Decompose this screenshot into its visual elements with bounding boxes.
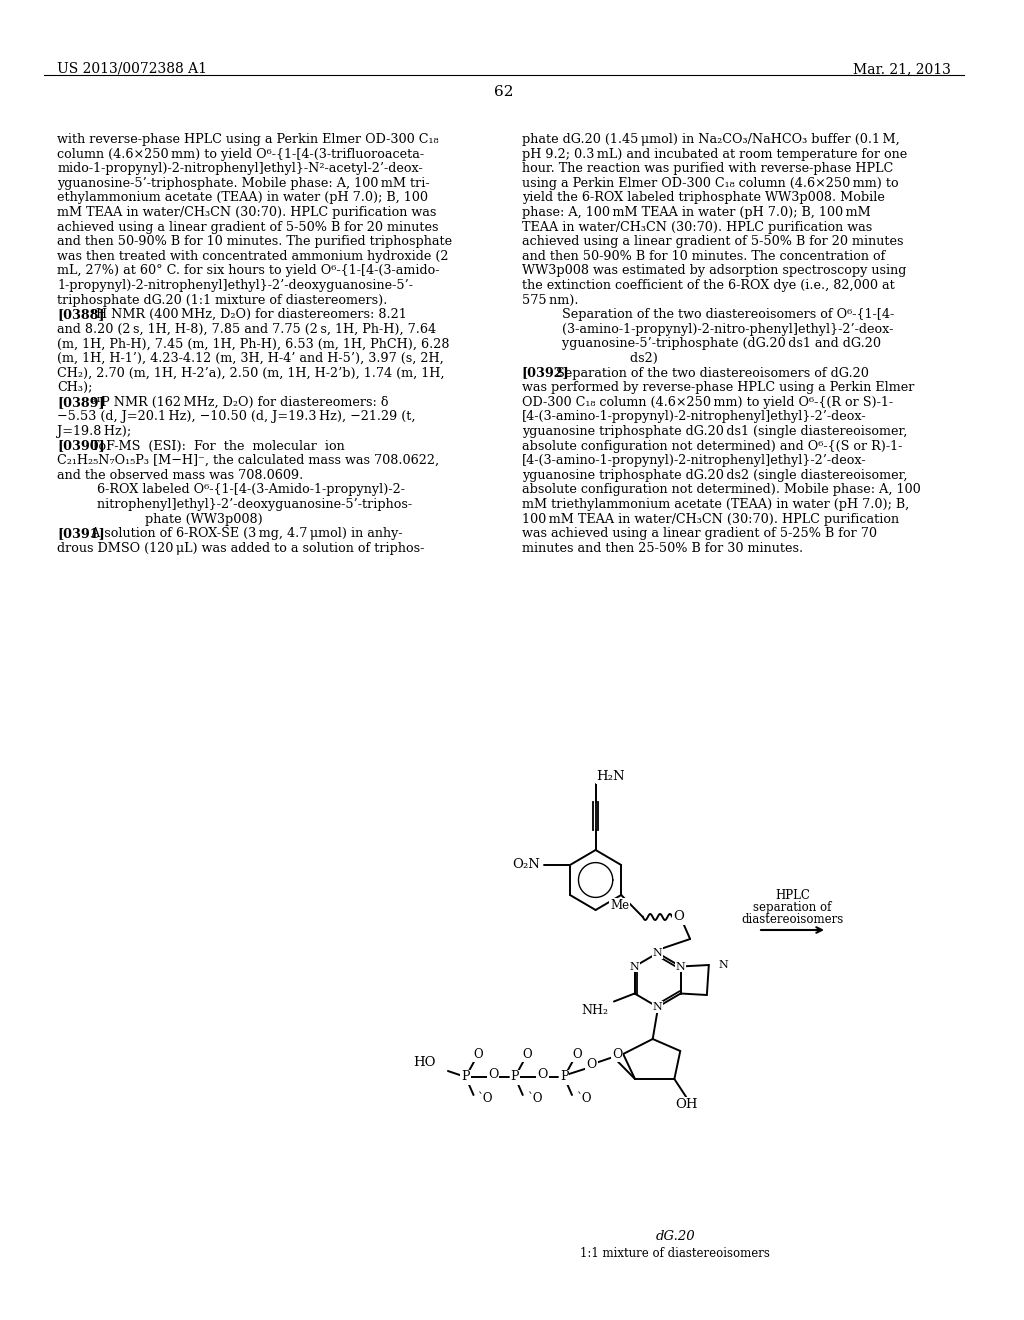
Text: O: O (538, 1068, 548, 1081)
Text: diastereoisomers: diastereoisomers (741, 913, 844, 927)
Text: ³¹P NMR (162 MHz, D₂O) for diastereomers: δ: ³¹P NMR (162 MHz, D₂O) for diastereomers… (75, 396, 388, 409)
Text: was performed by reverse-phase HPLC using a Perkin Elmer: was performed by reverse-phase HPLC usin… (522, 381, 914, 395)
Text: was then treated with concentrated ammonium hydroxide (2: was then treated with concentrated ammon… (57, 249, 449, 263)
Text: [0392]: [0392] (522, 367, 569, 380)
Text: −5.53 (d, J=20.1 Hz), −10.50 (d, J=19.3 Hz), −21.29 (t,: −5.53 (d, J=20.1 Hz), −10.50 (d, J=19.3 … (57, 411, 416, 424)
Text: yguanosine triphosphate dG.20 ds2 (single diastereoisomer,: yguanosine triphosphate dG.20 ds2 (singl… (522, 469, 907, 482)
Text: J=19.8 Hz);: J=19.8 Hz); (57, 425, 131, 438)
Text: ¹H NMR (400 MHz, D₂O) for diastereomers: 8.21: ¹H NMR (400 MHz, D₂O) for diastereomers:… (75, 308, 407, 321)
Text: and then 50-90% B for 10 minutes. The concentration of: and then 50-90% B for 10 minutes. The co… (522, 249, 885, 263)
Text: P: P (511, 1071, 519, 1084)
Text: [0390]: [0390] (57, 440, 104, 453)
Text: 1:1 mixture of diastereoisomers: 1:1 mixture of diastereoisomers (581, 1247, 770, 1261)
Text: N: N (630, 961, 639, 972)
Text: ˋO: ˋO (575, 1093, 592, 1106)
Text: [0389]: [0389] (57, 396, 104, 409)
Text: Separation of the two diastereoisomers of O⁶-{1-[4-: Separation of the two diastereoisomers o… (522, 308, 894, 321)
Text: 575 nm).: 575 nm). (522, 293, 579, 306)
Text: achieved using a linear gradient of 5-50% B for 20 minutes: achieved using a linear gradient of 5-50… (57, 220, 438, 234)
Text: Me: Me (610, 899, 629, 912)
Text: minutes and then 25-50% B for 30 minutes.: minutes and then 25-50% B for 30 minutes… (522, 541, 803, 554)
Text: nitrophenyl]ethyl}-2’-deoxyguanosine-5’-triphos-: nitrophenyl]ethyl}-2’-deoxyguanosine-5’-… (57, 498, 413, 511)
Text: mL, 27%) at 60° C. for six hours to yield O⁶-{1-[4-(3-amido-: mL, 27%) at 60° C. for six hours to yiel… (57, 264, 439, 277)
Text: and the observed mass was 708.0609.: and the observed mass was 708.0609. (57, 469, 303, 482)
Text: column (4.6×250 mm) to yield O⁶-{1-[4-(3-trifluoroaceta-: column (4.6×250 mm) to yield O⁶-{1-[4-(3… (57, 148, 424, 161)
Text: separation of: separation of (754, 902, 831, 913)
Text: O: O (523, 1048, 532, 1061)
Text: hour. The reaction was purified with reverse-phase HPLC: hour. The reaction was purified with rev… (522, 162, 893, 176)
Text: N: N (652, 948, 663, 958)
Text: N: N (676, 961, 685, 972)
Text: mM TEAA in water/CH₃CN (30:70). HPLC purification was: mM TEAA in water/CH₃CN (30:70). HPLC pur… (57, 206, 436, 219)
Text: WW3p008 was estimated by adsorption spectroscopy using: WW3p008 was estimated by adsorption spec… (522, 264, 906, 277)
Text: ˋO: ˋO (526, 1093, 542, 1106)
Text: NH₂: NH₂ (581, 1003, 608, 1016)
Text: mido-1-propynyl)-2-nitrophenyl]ethyl}-N²-acetyl-2’-deox-: mido-1-propynyl)-2-nitrophenyl]ethyl}-N²… (57, 162, 423, 176)
Text: US 2013/0072388 A1: US 2013/0072388 A1 (57, 62, 207, 77)
Text: 1-propynyl)-2-nitrophenyl]ethyl}-2’-deoxyguanosine-5’-: 1-propynyl)-2-nitrophenyl]ethyl}-2’-deox… (57, 279, 413, 292)
Text: H₂N: H₂N (597, 770, 626, 783)
Text: [4-(3-amino-1-propynyl)-2-nitrophenyl]ethyl}-2’-deox-: [4-(3-amino-1-propynyl)-2-nitrophenyl]et… (522, 454, 866, 467)
Text: Mar. 21, 2013: Mar. 21, 2013 (853, 62, 951, 77)
Text: (m, 1H, H-1’), 4.23-4.12 (m, 3H, H-4’ and H-5’), 3.97 (s, 2H,: (m, 1H, H-1’), 4.23-4.12 (m, 3H, H-4’ an… (57, 352, 443, 366)
Text: achieved using a linear gradient of 5-50% B for 20 minutes: achieved using a linear gradient of 5-50… (522, 235, 903, 248)
Text: ds2): ds2) (522, 352, 657, 366)
Text: CH₂), 2.70 (m, 1H, H-2’a), 2.50 (m, 1H, H-2’b), 1.74 (m, 1H,: CH₂), 2.70 (m, 1H, H-2’a), 2.50 (m, 1H, … (57, 367, 444, 380)
Text: using a Perkin Elmer OD-300 C₁₈ column (4.6×250 mm) to: using a Perkin Elmer OD-300 C₁₈ column (… (522, 177, 898, 190)
Text: O: O (572, 1048, 582, 1061)
Text: with reverse-phase HPLC using a Perkin Elmer OD-300 C₁₈: with reverse-phase HPLC using a Perkin E… (57, 133, 438, 147)
Text: absolute configuration not determined) and O⁶-{(S or R)-1-: absolute configuration not determined) a… (522, 440, 902, 453)
Text: the extinction coefficient of the 6-ROX dye (i.e., 82,000 at: the extinction coefficient of the 6-ROX … (522, 279, 895, 292)
Text: CH₃);: CH₃); (57, 381, 92, 395)
Text: phate (WW3p008): phate (WW3p008) (57, 512, 263, 525)
Text: O: O (612, 1048, 623, 1060)
Text: P: P (462, 1071, 470, 1084)
Text: 62: 62 (495, 84, 514, 99)
Text: 6-ROX labeled O⁶-{1-[4-(3-Amido-1-propynyl)-2-: 6-ROX labeled O⁶-{1-[4-(3-Amido-1-propyn… (57, 483, 406, 496)
Text: [0391]: [0391] (57, 527, 104, 540)
Text: ˋO: ˋO (477, 1093, 493, 1106)
Text: C₂₁H₂₅N₇O₁₅P₃ [M−H]⁻, the calculated mass was 708.0622,: C₂₁H₂₅N₇O₁₅P₃ [M−H]⁻, the calculated mas… (57, 454, 439, 467)
Text: ToF-MS  (ESI):  For  the  molecular  ion: ToF-MS (ESI): For the molecular ion (75, 440, 345, 453)
Text: 100 mM TEAA in water/CH₃CN (30:70). HPLC purification: 100 mM TEAA in water/CH₃CN (30:70). HPLC… (522, 512, 899, 525)
Text: OD-300 C₁₈ column (4.6×250 mm) to yield O⁶-{(R or S)-1-: OD-300 C₁₈ column (4.6×250 mm) to yield … (522, 396, 893, 409)
Text: TEAA in water/CH₃CN (30:70). HPLC purification was: TEAA in water/CH₃CN (30:70). HPLC purifi… (522, 220, 872, 234)
Text: HPLC: HPLC (775, 888, 810, 902)
Text: Separation of the two diastereoisomers of dG.20: Separation of the two diastereoisomers o… (540, 367, 868, 380)
Text: A solution of 6-ROX-SE (3 mg, 4.7 μmol) in anhy-: A solution of 6-ROX-SE (3 mg, 4.7 μmol) … (75, 527, 402, 540)
Text: [4-(3-amino-1-propynyl)-2-nitrophenyl]ethyl}-2’-deox-: [4-(3-amino-1-propynyl)-2-nitrophenyl]et… (522, 411, 866, 424)
Text: absolute configuration not determined). Mobile phase: A, 100: absolute configuration not determined). … (522, 483, 921, 496)
Text: N: N (719, 960, 728, 970)
Text: O₂N: O₂N (513, 858, 541, 871)
Text: O: O (673, 911, 684, 924)
Text: and then 50-90% B for 10 minutes. The purified triphosphate: and then 50-90% B for 10 minutes. The pu… (57, 235, 453, 248)
Text: (m, 1H, Ph-H), 7.45 (m, 1H, Ph-H), 6.53 (m, 1H, PhCH), 6.28: (m, 1H, Ph-H), 7.45 (m, 1H, Ph-H), 6.53 … (57, 338, 450, 350)
Text: triphosphate dG.20 (1:1 mixture of diastereomers).: triphosphate dG.20 (1:1 mixture of diast… (57, 293, 387, 306)
Text: N: N (652, 1002, 663, 1012)
Text: was achieved using a linear gradient of 5-25% B for 70: was achieved using a linear gradient of … (522, 527, 877, 540)
Text: P: P (560, 1071, 568, 1084)
Text: phate dG.20 (1.45 μmol) in Na₂CO₃/NaHCO₃ buffer (0.1 M,: phate dG.20 (1.45 μmol) in Na₂CO₃/NaHCO₃… (522, 133, 899, 147)
Text: yield the 6-ROX labeled triphosphate WW3p008. Mobile: yield the 6-ROX labeled triphosphate WW3… (522, 191, 885, 205)
Text: yguanosine triphosphate dG.20 ds1 (single diastereoisomer,: yguanosine triphosphate dG.20 ds1 (singl… (522, 425, 907, 438)
Text: (3-amino-1-propynyl)-2-nitro-phenyl]ethyl}-2’-deox-: (3-amino-1-propynyl)-2-nitro-phenyl]ethy… (522, 323, 893, 335)
Text: and 8.20 (2 s, 1H, H-8), 7.85 and 7.75 (2 s, 1H, Ph-H), 7.64: and 8.20 (2 s, 1H, H-8), 7.85 and 7.75 (… (57, 323, 436, 335)
Text: mM triethylammonium acetate (TEAA) in water (pH 7.0); B,: mM triethylammonium acetate (TEAA) in wa… (522, 498, 909, 511)
Text: OH: OH (675, 1098, 697, 1111)
Text: dG.20: dG.20 (655, 1230, 695, 1243)
Text: O: O (474, 1048, 483, 1061)
Text: yguanosine-5’-triphosphate. Mobile phase: A, 100 mM tri-: yguanosine-5’-triphosphate. Mobile phase… (57, 177, 430, 190)
Text: drous DMSO (120 μL) was added to a solution of triphos-: drous DMSO (120 μL) was added to a solut… (57, 541, 425, 554)
Text: O: O (587, 1059, 597, 1072)
Text: yguanosine-5’-triphosphate (dG.20 ds1 and dG.20: yguanosine-5’-triphosphate (dG.20 ds1 an… (522, 338, 881, 350)
Text: [0388]: [0388] (57, 308, 104, 321)
Text: HO: HO (414, 1056, 436, 1069)
Text: ethylammonium acetate (TEAA) in water (pH 7.0); B, 100: ethylammonium acetate (TEAA) in water (p… (57, 191, 428, 205)
Text: phase: A, 100 mM TEAA in water (pH 7.0); B, 100 mM: phase: A, 100 mM TEAA in water (pH 7.0);… (522, 206, 870, 219)
Text: O: O (488, 1068, 499, 1081)
Text: pH 9.2; 0.3 mL) and incubated at room temperature for one: pH 9.2; 0.3 mL) and incubated at room te… (522, 148, 907, 161)
